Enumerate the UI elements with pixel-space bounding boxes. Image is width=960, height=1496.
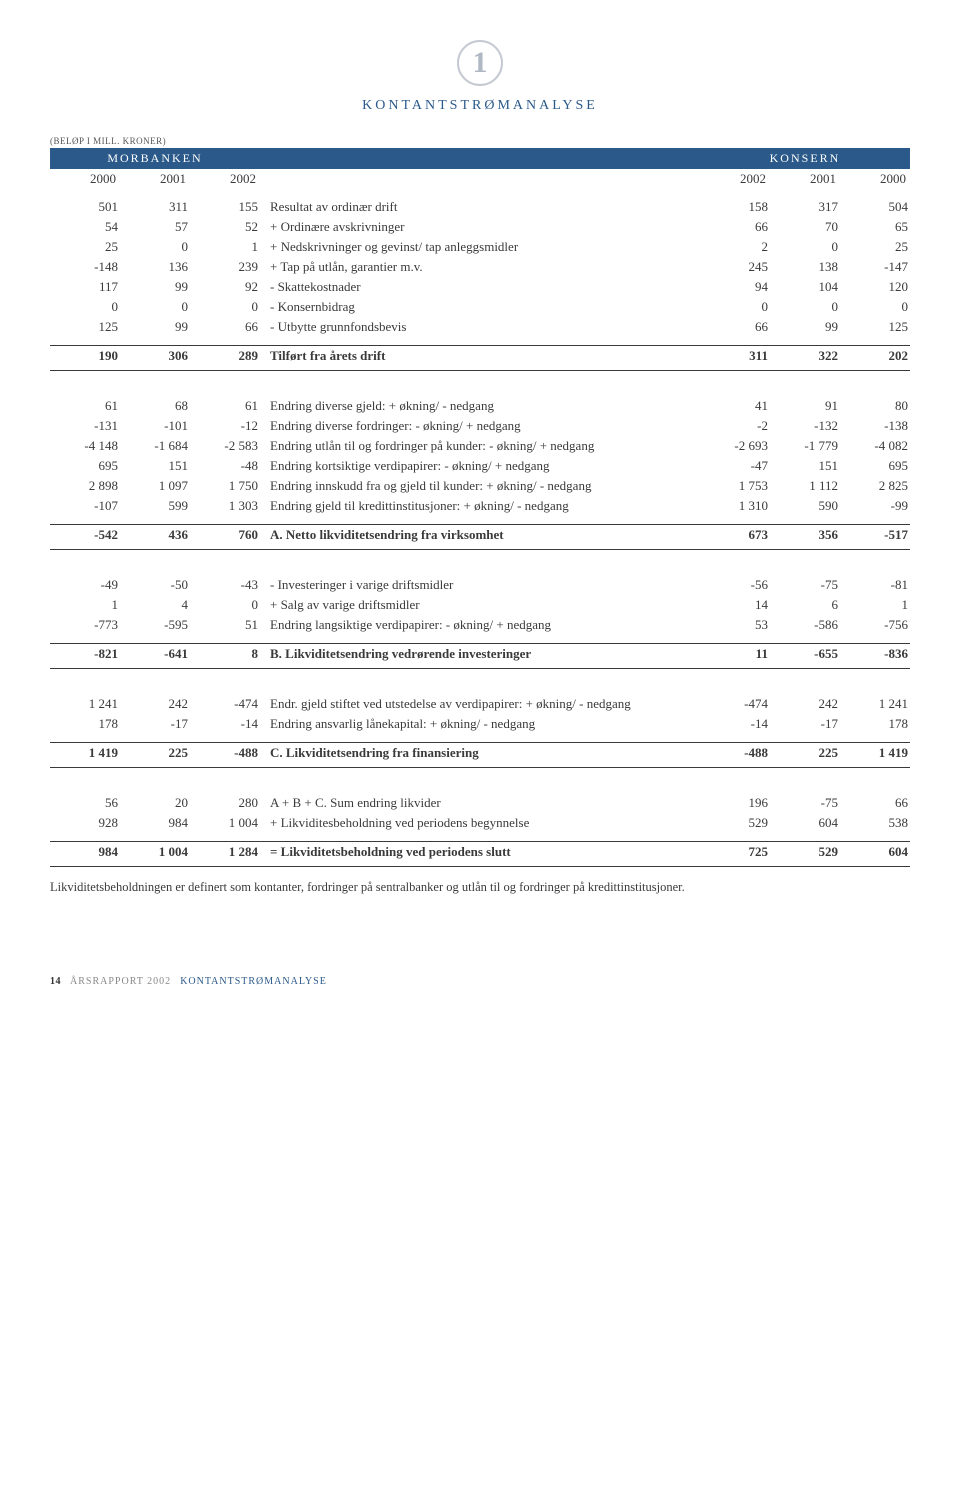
total-row: 190306289Tilført fra årets drift31132220… [50, 345, 910, 366]
page-number: 14 [50, 976, 61, 987]
page-title: KONTANTSTRØMANALYSE [50, 98, 910, 114]
table-row: 000- Konsernbidrag000 [50, 297, 910, 317]
total-row: -821-6418B. Likviditetsendring vedrørend… [50, 643, 910, 664]
table-row: 9289841 004+ Likviditesbeholdning ved pe… [50, 813, 910, 833]
total-row: 1 419225-488C. Likviditetsendring fra fi… [50, 742, 910, 763]
table-row: 695151-48Endring kortsiktige verdipapire… [50, 456, 910, 476]
table-row: -131-101-12Endring diverse fordringer: -… [50, 416, 910, 436]
divider [50, 833, 910, 841]
table-row: 501311155Resultat av ordinær drift158317… [50, 197, 910, 217]
table-row: 2 8981 0971 750Endring innskudd fra og g… [50, 476, 910, 496]
table-row [50, 549, 910, 575]
table-row [50, 189, 910, 197]
table-row: 616861Endring diverse gjeld: + økning/ -… [50, 396, 910, 416]
table-row: -4 148-1 684-2 583Endring utlån til og f… [50, 436, 910, 456]
table-row: 1179992- Skattekostnader94104120 [50, 277, 910, 297]
footer-text-1: ÅRSRAPPORT 2002 [70, 976, 171, 987]
divider [50, 862, 910, 867]
total-row: 9841 0041 284= Likviditetsbeholdning ved… [50, 841, 910, 862]
table-row: 140+ Salg av varige driftsmidler1461 [50, 595, 910, 615]
table-row [50, 767, 910, 793]
logo-badge: 1 [457, 40, 503, 86]
table-row: 5620280A + B + C. Sum endring likvider19… [50, 793, 910, 813]
table-row: 178-17-14Endring ansvarlig lånekapital: … [50, 714, 910, 734]
table-row: -49-50-43- Investeringer i varige drifts… [50, 575, 910, 595]
table-row [50, 668, 910, 694]
table-row: 1 241242-474Endr. gjeld stiftet ved utst… [50, 694, 910, 714]
table-row: -148136239+ Tap på utlån, garantier m.v.… [50, 257, 910, 277]
page-logo: 1 [50, 40, 910, 86]
footnote: Likviditetsbeholdningen er definert som … [50, 879, 910, 897]
divider [50, 516, 910, 524]
footer-text-2: KONTANTSTRØMANALYSE [180, 976, 327, 987]
table-row: 2501+ Nedskrivninger og gevinst/ tap anl… [50, 237, 910, 257]
table-row: -1075991 303Endring gjeld til kredittins… [50, 496, 910, 516]
divider [50, 734, 910, 742]
divider [50, 635, 910, 643]
year-row: 200020012002200220012000 [50, 169, 910, 189]
total-row: -542436760A. Netto likviditetsendring fr… [50, 524, 910, 545]
cashflow-table: MORBANKENKONSERN200020012002200220012000… [50, 148, 910, 867]
bank-header-row: MORBANKENKONSERN [50, 148, 910, 169]
table-row: 545752+ Ordinære avskrivninger667065 [50, 217, 910, 237]
table-row: -773-59551Endring langsiktige verdipapir… [50, 615, 910, 635]
table-row: 1259966- Utbytte grunnfondsbevis6699125 [50, 317, 910, 337]
units-note: (BELØP I MILL. KRONER) [50, 136, 910, 146]
table-row [50, 370, 910, 396]
page-footer: 14 ÅRSRAPPORT 2002 KONTANTSTRØMANALYSE [50, 976, 910, 987]
divider [50, 337, 910, 345]
